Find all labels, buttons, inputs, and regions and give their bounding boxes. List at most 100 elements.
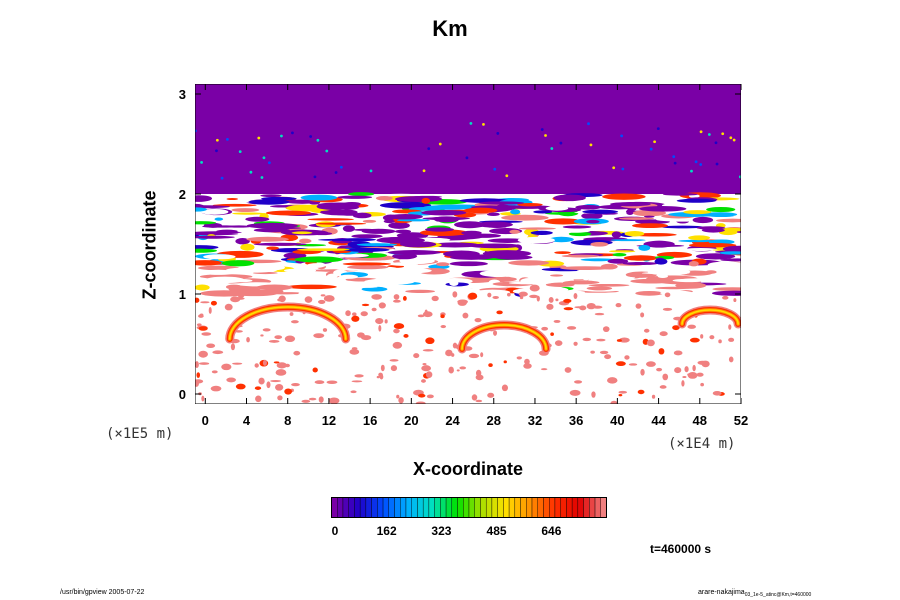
quiescent-region (195, 84, 741, 194)
speck (309, 135, 313, 138)
speckle (664, 292, 671, 298)
speckle (417, 314, 425, 318)
footer-right: arare-nakajima03_1e-5_atinc@Km,t=460000 (698, 589, 811, 598)
colorbar-tick-label: 646 (541, 524, 561, 538)
speckle (594, 312, 605, 316)
speckle (318, 396, 324, 403)
speckle (728, 356, 734, 363)
speckle (262, 359, 267, 366)
y-axis-label: Z-coordinate (139, 190, 160, 300)
band-streak (436, 262, 450, 267)
speckle (610, 400, 618, 404)
speckle (718, 339, 722, 344)
speckle (728, 337, 735, 342)
speckle (673, 350, 683, 356)
speckle (674, 367, 682, 374)
speckle (262, 328, 271, 332)
band-streak (508, 260, 550, 266)
speckle (360, 311, 368, 317)
band-streak (376, 236, 426, 244)
speckle (475, 374, 484, 381)
speckle (284, 335, 296, 343)
band-streak (195, 284, 210, 291)
arc-right (681, 309, 739, 325)
band-streak (611, 231, 622, 239)
speckle (266, 381, 271, 389)
band-streak (560, 266, 611, 271)
speck (280, 134, 283, 138)
band-streak (399, 257, 435, 265)
colorbar-cell (388, 497, 395, 518)
speckle (426, 394, 434, 399)
speckle (651, 394, 656, 399)
band-streak (200, 208, 229, 215)
speck (729, 136, 733, 140)
band-streak (317, 202, 361, 207)
speckle (501, 384, 509, 392)
band-streak (508, 281, 551, 285)
speck (238, 150, 242, 154)
speckle (541, 326, 549, 331)
speckle (591, 391, 596, 398)
speck (653, 140, 657, 144)
speckle (208, 307, 212, 314)
band-streak (422, 216, 471, 221)
band-streak (395, 229, 412, 234)
speckle (573, 341, 578, 346)
speckle (195, 297, 200, 303)
speckle (201, 332, 212, 336)
colorbar-cell (394, 497, 401, 518)
speckle (548, 296, 554, 303)
speckle (445, 349, 453, 357)
speckle (659, 331, 668, 337)
speckle (258, 377, 265, 385)
colorbar-cell (405, 497, 412, 518)
band-streak (683, 210, 712, 215)
band-streak (586, 219, 600, 224)
speck (707, 133, 711, 136)
band-streak (195, 248, 218, 253)
band-streak (226, 197, 239, 201)
x-tick-label: 8 (284, 413, 291, 428)
speckle (487, 292, 492, 298)
speckle (422, 363, 427, 366)
speckle (198, 350, 208, 358)
band-streak (195, 207, 207, 212)
band-streak (529, 284, 540, 292)
x-tick-label: 40 (610, 413, 624, 428)
speckle (656, 367, 663, 372)
speckle (529, 294, 539, 299)
band-streak (711, 290, 741, 296)
speck (673, 161, 677, 165)
speckle (574, 380, 583, 384)
x-tick-label: 16 (363, 413, 377, 428)
speckle (268, 340, 280, 343)
colorbar-cell (342, 497, 349, 518)
band-streak (435, 218, 459, 223)
speck (267, 161, 271, 165)
x-tick-label: 36 (569, 413, 583, 428)
speckle (318, 299, 326, 305)
x-tick-label: 52 (734, 413, 748, 428)
band-streak (344, 285, 378, 289)
speckle (323, 295, 335, 302)
speckle (301, 399, 311, 403)
speckle (275, 369, 287, 376)
x-tick-label: 48 (693, 413, 707, 428)
band-streak (545, 206, 569, 211)
band-streak (333, 253, 369, 258)
x-tick-label: 0 (202, 413, 209, 428)
band-streak (544, 218, 583, 225)
band-streak (657, 274, 669, 278)
band-streak (622, 261, 659, 266)
speckle (684, 366, 689, 373)
band-streak (423, 205, 472, 210)
band-streak (317, 238, 366, 241)
speckle (462, 312, 469, 319)
speck (714, 141, 718, 145)
speckle (393, 323, 405, 330)
speckle (380, 364, 385, 372)
speckle (696, 372, 704, 377)
speckle (475, 399, 483, 403)
band-streak (260, 194, 282, 198)
